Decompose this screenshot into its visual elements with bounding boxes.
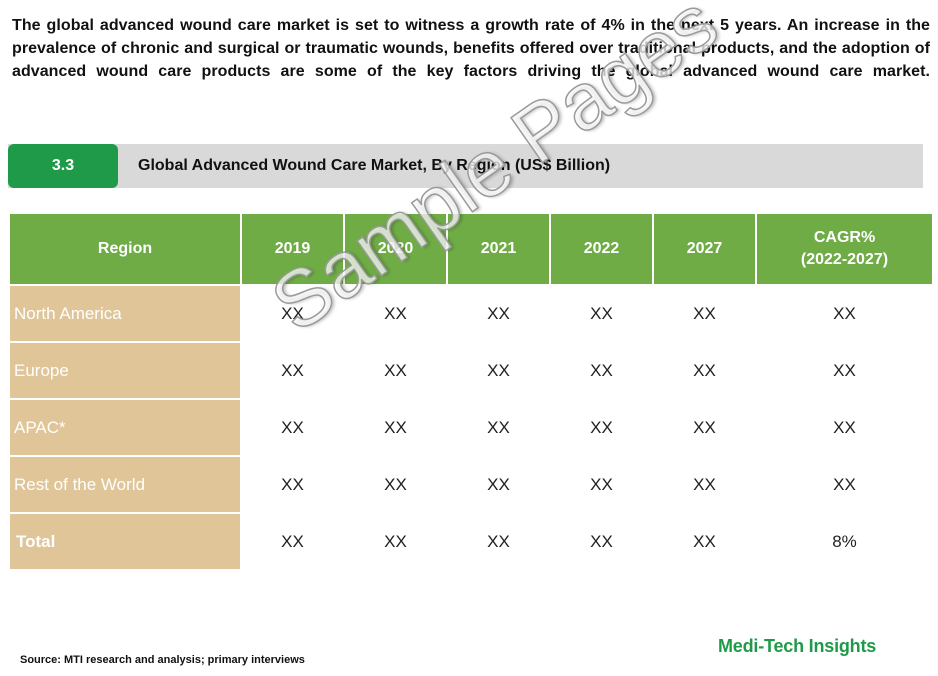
table-row: North America XX XX XX XX XX XX xyxy=(8,284,934,343)
cagr-cell: XX xyxy=(755,341,934,400)
value-cell: XX xyxy=(652,398,757,457)
value-cell: XX xyxy=(652,455,757,514)
region-cell: Rest of the World xyxy=(8,455,242,514)
table-header-row: Region 2019 2020 2021 2022 2027 CAGR% (2… xyxy=(8,212,934,286)
region-cell: APAC* xyxy=(8,398,242,457)
value-cell: XX xyxy=(343,341,448,400)
value-cell: XX xyxy=(343,284,448,343)
header-2019: 2019 xyxy=(240,212,345,286)
header-2020: 2020 xyxy=(343,212,448,286)
header-2027: 2027 xyxy=(652,212,757,286)
header-2021: 2021 xyxy=(446,212,551,286)
brand-logo-text: Medi-Tech Insights xyxy=(718,636,877,656)
source-note: Source: MTI research and analysis; prima… xyxy=(20,654,305,666)
header-region: Region xyxy=(8,212,242,286)
value-cell: XX xyxy=(343,455,448,514)
value-cell: XX xyxy=(652,341,757,400)
header-cagr-period: (2022-2027) xyxy=(800,251,889,268)
cagr-cell: XX xyxy=(755,284,934,343)
table-row: APAC* XX XX XX XX XX XX xyxy=(8,398,934,457)
header-cagr: CAGR% (2022-2027) xyxy=(755,212,934,286)
value-cell: XX xyxy=(446,341,551,400)
value-cell: XX xyxy=(549,512,654,571)
value-cell: XX xyxy=(240,455,345,514)
value-cell: XX xyxy=(446,398,551,457)
region-market-table: Region 2019 2020 2021 2022 2027 CAGR% (2… xyxy=(8,212,934,571)
value-cell: XX xyxy=(240,341,345,400)
value-cell: XX xyxy=(652,512,757,571)
region-cell-total: Total xyxy=(8,512,242,571)
cagr-cell: XX xyxy=(755,455,934,514)
value-cell: XX xyxy=(343,398,448,457)
value-cell: XX xyxy=(240,398,345,457)
cagr-cell: XX xyxy=(755,398,934,457)
value-cell: XX xyxy=(652,284,757,343)
value-cell: XX xyxy=(446,512,551,571)
value-cell: XX xyxy=(240,284,345,343)
header-cagr-label: CAGR% xyxy=(813,229,876,246)
section-number-badge: 3.3 xyxy=(8,144,118,188)
value-cell: XX xyxy=(446,455,551,514)
cagr-cell: 8% xyxy=(755,512,934,571)
value-cell: XX xyxy=(343,512,448,571)
header-2022: 2022 xyxy=(549,212,654,286)
value-cell: XX xyxy=(549,455,654,514)
value-cell: XX xyxy=(549,398,654,457)
value-cell: XX xyxy=(240,512,345,571)
section-header-bar: 3.3 Global Advanced Wound Care Market, B… xyxy=(8,144,923,188)
value-cell: XX xyxy=(549,284,654,343)
intro-paragraph: The global advanced wound care market is… xyxy=(12,17,930,80)
section-title: Global Advanced Wound Care Market, By Re… xyxy=(138,157,611,174)
region-cell: North America xyxy=(8,284,242,343)
table-row: Europe XX XX XX XX XX XX xyxy=(8,341,934,400)
region-cell: Europe xyxy=(8,341,242,400)
value-cell: XX xyxy=(446,284,551,343)
table-row: Rest of the World XX XX XX XX XX XX xyxy=(8,455,934,514)
table-row-total: Total XX XX XX XX XX 8% xyxy=(8,512,934,571)
value-cell: XX xyxy=(549,341,654,400)
